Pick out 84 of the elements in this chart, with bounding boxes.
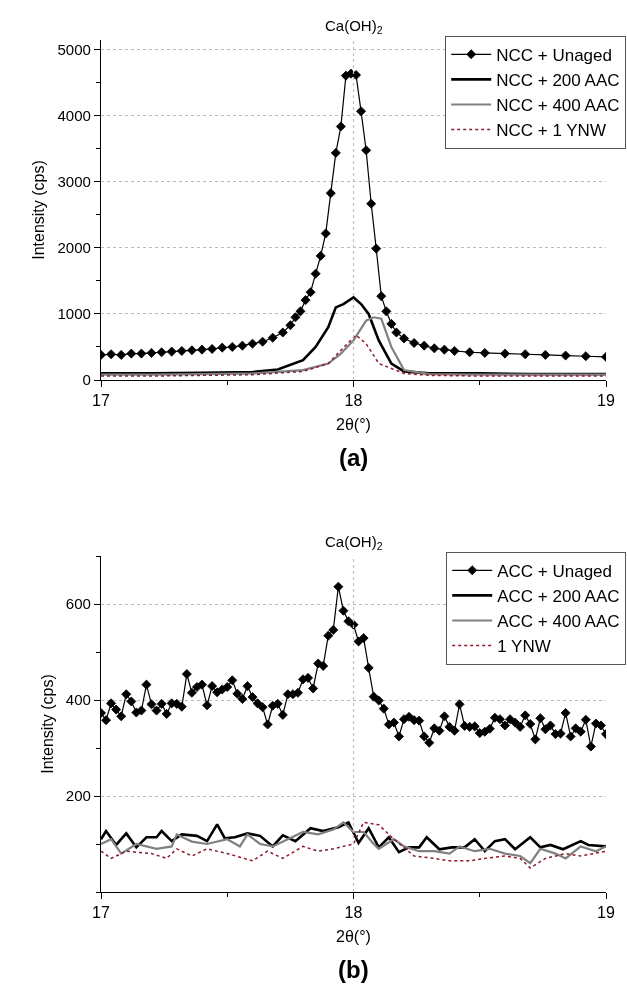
point: [310, 268, 321, 279]
point: [386, 318, 397, 329]
text: (a): [339, 444, 369, 471]
point: [356, 106, 367, 117]
point: [439, 344, 450, 355]
point: [429, 343, 440, 354]
x-tick-label: 19: [597, 904, 615, 922]
y-tick-label: 5000: [57, 41, 91, 59]
point: [267, 332, 278, 343]
point: [361, 145, 372, 156]
point: [285, 320, 296, 331]
legend-label: 1 YNW: [497, 637, 551, 657]
point: [186, 345, 197, 356]
legend-label: ACC + 200 AAC: [497, 587, 620, 607]
point: [116, 349, 127, 360]
point: [207, 344, 218, 354]
legend-label: NCC + 200 AAC: [496, 71, 620, 91]
point: [479, 347, 490, 358]
legend-label: NCC + Unaged: [496, 45, 612, 65]
x-axis-title: 2θ(°): [336, 928, 371, 945]
y-tick-label: 0: [82, 371, 91, 389]
point: [449, 346, 460, 356]
ref-line-label: Ca(OH)$_{2}$: [325, 533, 383, 553]
x-tick-label: 19: [597, 392, 615, 410]
ref-line-label: Ca(OH)$_{2}$: [325, 17, 383, 37]
point: [560, 350, 571, 361]
x-tick-label: 18: [344, 392, 363, 410]
point: [399, 333, 409, 344]
y-tick-label: 200: [65, 787, 91, 805]
point: [217, 342, 228, 353]
point: [520, 349, 531, 360]
point: [315, 250, 326, 261]
point: [247, 338, 258, 349]
point: [464, 347, 475, 358]
point: [351, 70, 361, 80]
x-tick-label: 18: [344, 904, 363, 922]
point: [300, 295, 311, 306]
point: [320, 228, 331, 239]
y-tick-label: 1000: [57, 305, 91, 323]
legend-label: ACC + Unaged: [497, 561, 613, 581]
legend-label: ACC + 400 AAC: [497, 612, 620, 632]
point: [227, 342, 238, 352]
point: [335, 121, 346, 132]
line-series: [101, 334, 606, 377]
point: [409, 338, 420, 348]
point: [156, 347, 167, 358]
point: [197, 344, 207, 355]
point: [257, 336, 268, 347]
point: [237, 340, 248, 351]
point: [366, 198, 377, 209]
point: [381, 306, 392, 317]
point: [295, 306, 306, 317]
point: [136, 348, 147, 359]
point: [371, 243, 382, 254]
legend-label: NCC + 1 YNW: [496, 121, 606, 141]
point: [580, 351, 591, 362]
point: [146, 347, 157, 358]
x-tick-label: 17: [92, 392, 110, 410]
point: [176, 346, 187, 356]
point: [277, 327, 288, 338]
point: [166, 346, 177, 357]
text: (b): [338, 956, 369, 983]
point: [325, 188, 336, 199]
point: [126, 348, 137, 359]
point: [391, 327, 402, 338]
y-axis-title: Intensity (cps): [38, 674, 56, 774]
point: [106, 349, 117, 360]
x-axis-title: 2θ(°): [336, 416, 371, 433]
point: [376, 291, 387, 302]
y-axis-title: Intensity (cps): [30, 160, 48, 260]
point: [540, 349, 551, 360]
y-tick-label: 2000: [57, 239, 91, 257]
y-tick-label: 3000: [57, 173, 91, 191]
line-series: [101, 316, 606, 376]
y-tick-label: 400: [65, 691, 91, 709]
point: [290, 312, 301, 323]
point: [419, 340, 430, 351]
y-tick-label: 4000: [57, 107, 91, 125]
point: [305, 287, 316, 298]
legend-label: NCC + 400 AAC: [496, 96, 620, 116]
y-tick-label: 600: [65, 595, 91, 613]
x-tick-label: 17: [92, 904, 110, 922]
point: [330, 147, 341, 158]
point: [500, 348, 510, 359]
